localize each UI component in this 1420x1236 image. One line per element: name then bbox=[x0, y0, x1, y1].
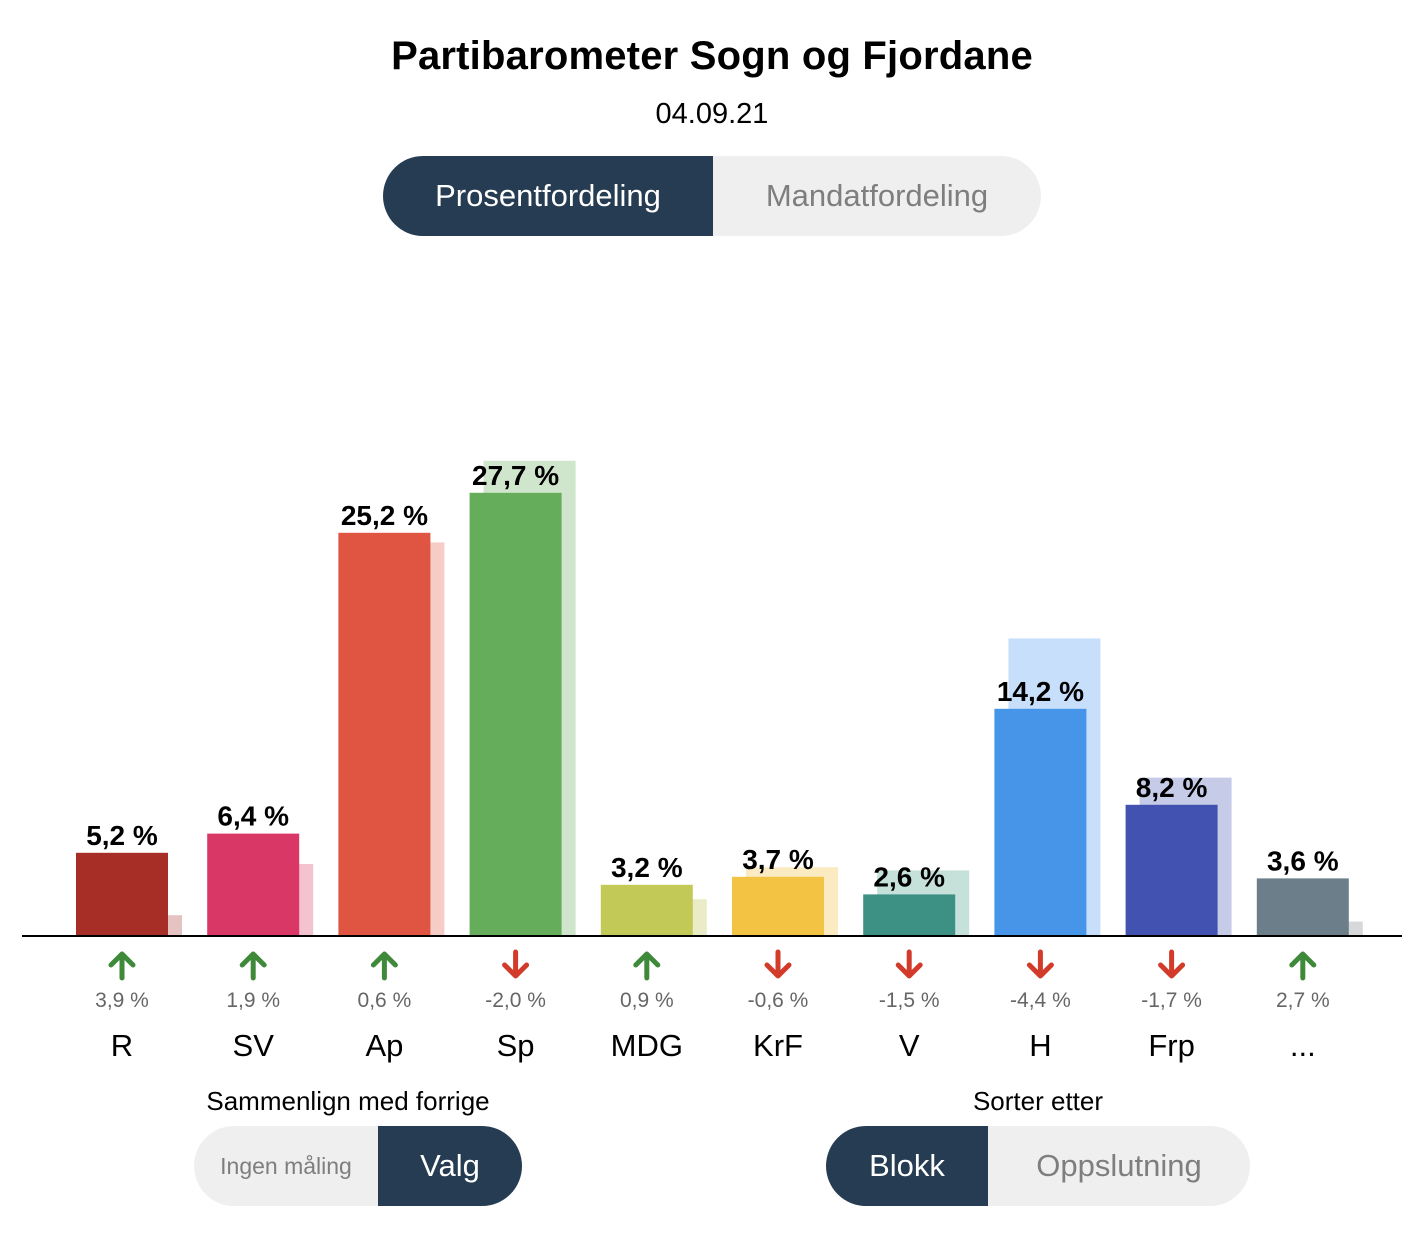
change-label-ap: 0,6 % bbox=[358, 989, 412, 1012]
arrow-down-icon-krf bbox=[764, 949, 792, 979]
party-label-r: R bbox=[111, 1028, 133, 1063]
bar-frp bbox=[1125, 804, 1218, 936]
party-label-ap: Ap bbox=[365, 1028, 403, 1063]
tab-mandatfordeling[interactable]: Mandatfordeling bbox=[765, 178, 989, 213]
arrow-down-icon-v bbox=[895, 949, 923, 979]
party-label-h: H bbox=[1029, 1028, 1051, 1063]
value-label-krf: 3,7 % bbox=[742, 844, 814, 875]
bar-sv bbox=[207, 833, 300, 936]
bar-chart: 5,2 % 3,9 % R 6,4 % 1,9 % SV 25,2 % 0,6 % Ap 27,7… bbox=[22, 460, 1402, 1063]
bar-sp bbox=[469, 492, 562, 936]
sort-option-oppslutning[interactable]: Oppslutning bbox=[1036, 1148, 1202, 1183]
change-label-mdg: 0,9 % bbox=[620, 989, 674, 1012]
value-label-ap: 25,2 % bbox=[341, 500, 428, 531]
party-label-frp: Frp bbox=[1148, 1028, 1195, 1063]
party-label-andre: ... bbox=[1290, 1028, 1316, 1063]
party-label-sv: SV bbox=[233, 1028, 275, 1063]
compare-toggle: Ingen måling Valg bbox=[194, 1126, 522, 1206]
change-label-r: 3,9 % bbox=[95, 989, 149, 1012]
bar-andre bbox=[1256, 878, 1349, 936]
arrow-down-icon-sp bbox=[502, 949, 530, 979]
bar-v bbox=[863, 894, 956, 936]
bar-ap bbox=[338, 532, 431, 936]
change-label-frp: -1,7 % bbox=[1141, 989, 1202, 1012]
party-label-krf: KrF bbox=[753, 1028, 803, 1063]
compare-label: Sammenlign med forrige bbox=[206, 1086, 490, 1116]
value-label-sp: 27,7 % bbox=[472, 460, 559, 491]
arrow-up-icon-r bbox=[108, 951, 136, 981]
arrow-up-icon-sv bbox=[239, 951, 267, 981]
compare-option-ingen-maling[interactable]: Ingen måling bbox=[220, 1152, 352, 1179]
value-label-r: 5,2 % bbox=[86, 820, 158, 851]
value-label-andre: 3,6 % bbox=[1267, 845, 1339, 876]
bar-krf bbox=[732, 876, 824, 936]
party-label-sp: Sp bbox=[497, 1028, 535, 1063]
arrow-up-icon-mdg bbox=[633, 951, 661, 981]
value-label-mdg: 3,2 % bbox=[611, 852, 683, 883]
value-label-sv: 6,4 % bbox=[217, 801, 289, 832]
bar-h bbox=[994, 708, 1087, 936]
arrow-down-icon-h bbox=[1026, 949, 1054, 979]
chart-title: Partibarometer Sogn og Fjordane bbox=[391, 34, 1033, 78]
value-label-v: 2,6 % bbox=[873, 861, 945, 892]
value-label-h: 14,2 % bbox=[997, 676, 1084, 707]
change-label-sv: 1,9 % bbox=[226, 989, 280, 1012]
view-toggle: Prosentfordeling Mandatfordeling bbox=[383, 156, 1041, 236]
sort-label: Sorter etter bbox=[972, 1086, 1104, 1116]
value-label-frp: 8,2 % bbox=[1136, 772, 1208, 803]
arrow-down-icon-frp bbox=[1158, 949, 1186, 979]
sort-toggle: Blokk Oppslutning bbox=[826, 1126, 1250, 1206]
arrow-up-icon-ap bbox=[370, 951, 398, 981]
bar-mdg bbox=[600, 884, 693, 936]
tab-prosentfordeling[interactable]: Prosentfordeling bbox=[383, 156, 713, 236]
compare-option-valg[interactable]: Valg bbox=[378, 1126, 522, 1206]
bar-r bbox=[76, 852, 168, 936]
arrow-up-icon-andre bbox=[1289, 951, 1317, 981]
party-label-mdg: MDG bbox=[611, 1028, 683, 1063]
change-label-andre: 2,7 % bbox=[1276, 989, 1330, 1012]
change-label-sp: -2,0 % bbox=[485, 989, 546, 1012]
sort-option-blokk[interactable]: Blokk bbox=[826, 1126, 988, 1206]
change-label-h: -4,4 % bbox=[1010, 989, 1071, 1012]
party-label-v: V bbox=[899, 1028, 920, 1063]
change-label-v: -1,5 % bbox=[879, 989, 940, 1012]
change-label-krf: -0,6 % bbox=[748, 989, 809, 1012]
chart-date: 04.09.21 bbox=[655, 98, 769, 130]
